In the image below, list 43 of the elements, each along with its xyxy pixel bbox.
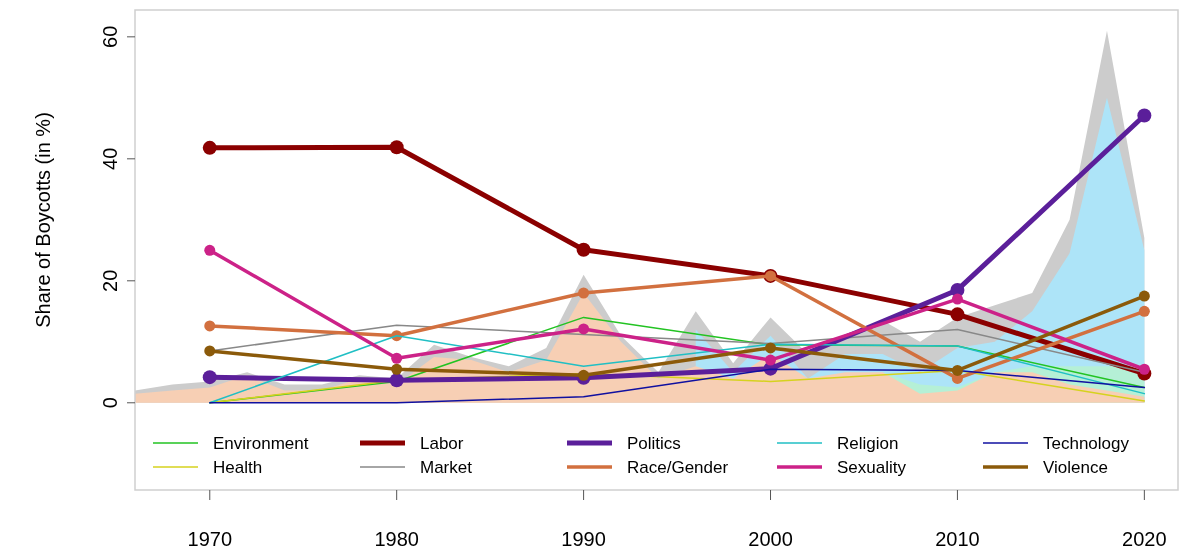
x-tick-label: 1990 [561,528,606,550]
point [1138,305,1150,317]
legend-label: Religion [837,434,899,453]
point [950,307,965,322]
point [204,345,216,357]
y-tick-label: 0 [99,397,121,409]
y-axis-title: Share of Boycotts (in %) [32,112,54,328]
legend-label: Environment [213,434,309,453]
legend-label: Politics [627,434,681,453]
legend-label: Health [213,458,263,477]
x-tick-label: 2000 [748,528,793,550]
point [578,287,590,299]
legend-label: Market [420,458,473,477]
point [765,354,777,366]
point [391,363,403,375]
point [204,244,216,256]
point [578,369,590,381]
point [951,364,963,376]
legend-label: Technology [1043,434,1130,453]
y-tick-label: 60 [99,25,121,48]
point [389,140,404,155]
point [576,242,591,257]
x-tick-label: 2020 [1122,528,1167,550]
y-tick-label: 20 [99,269,121,292]
point [202,370,217,385]
point [1138,363,1150,375]
point [389,373,404,388]
legend-label: Race/Gender [627,458,729,477]
point [204,320,216,332]
point [578,323,590,335]
point [391,352,403,364]
legend-label: Labor [420,434,464,453]
x-tick-label: 1970 [187,528,233,550]
legend-label: Violence [1043,458,1108,477]
x-tick-label: 2010 [935,528,980,550]
point [1138,290,1150,302]
point [1137,108,1152,123]
point [202,140,217,155]
x-tick-label: 1980 [374,528,419,550]
point [951,293,963,305]
y-tick-label: 40 [99,147,121,170]
legend-label: Sexuality [837,458,907,477]
point [765,342,777,354]
